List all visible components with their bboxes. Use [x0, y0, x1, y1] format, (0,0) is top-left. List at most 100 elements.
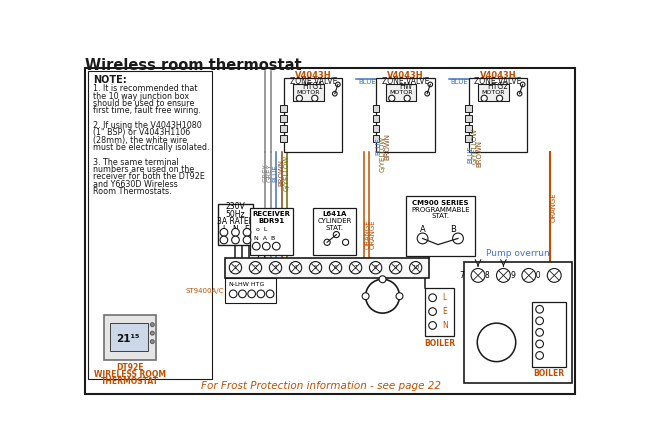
Text: 1. It is recommended that: 1. It is recommended that	[93, 84, 197, 93]
Text: ORANGE: ORANGE	[364, 220, 370, 249]
Text: 1: 1	[233, 265, 237, 270]
Circle shape	[257, 290, 264, 298]
Text: must be electrically isolated.: must be electrically isolated.	[93, 143, 210, 152]
Circle shape	[232, 228, 239, 236]
Bar	[386, 84, 417, 101]
Circle shape	[333, 232, 339, 238]
Text: 50Hz: 50Hz	[226, 210, 245, 219]
Circle shape	[330, 261, 342, 274]
Circle shape	[536, 340, 544, 348]
Bar	[280, 125, 287, 132]
Circle shape	[425, 91, 430, 96]
Text: B: B	[450, 225, 456, 234]
Text: PUMP: PUMP	[487, 344, 506, 350]
Text: BLUE: BLUE	[375, 137, 381, 155]
Bar	[373, 105, 379, 112]
Text: GREY: GREY	[263, 164, 268, 182]
Text: the 10 way junction box: the 10 way junction box	[93, 92, 189, 101]
Text: 2: 2	[253, 265, 257, 270]
Bar	[280, 105, 287, 112]
Circle shape	[389, 95, 395, 101]
Text: THERMOSTAT: THERMOSTAT	[101, 377, 159, 386]
Text: E: E	[548, 339, 552, 348]
Text: ZONE VALVE: ZONE VALVE	[290, 77, 337, 86]
Text: HTG1: HTG1	[303, 82, 324, 91]
Circle shape	[220, 228, 228, 236]
Text: N-L: N-L	[228, 282, 239, 287]
Text: HW HTG: HW HTG	[237, 282, 264, 287]
Circle shape	[350, 261, 362, 274]
Text: ST9400A/C: ST9400A/C	[186, 288, 224, 294]
Bar	[465, 105, 472, 112]
Text: N  E  L: N E L	[372, 290, 394, 296]
Text: 10: 10	[412, 265, 419, 270]
Circle shape	[428, 82, 433, 87]
Circle shape	[517, 91, 522, 96]
Text: A: A	[420, 225, 426, 234]
Text: STAT.: STAT.	[326, 224, 344, 231]
Circle shape	[417, 233, 428, 244]
Circle shape	[243, 228, 251, 236]
Circle shape	[150, 331, 154, 335]
Circle shape	[248, 290, 255, 298]
Circle shape	[250, 261, 262, 274]
Text: 6: 6	[334, 265, 337, 270]
Text: RECEIVER: RECEIVER	[253, 211, 291, 218]
Text: Room Thermostats.: Room Thermostats.	[93, 187, 172, 196]
Circle shape	[429, 308, 437, 316]
Text: N  A  B: N A B	[254, 236, 275, 241]
Bar	[425, 288, 454, 336]
Text: L: L	[548, 328, 551, 337]
Text: (28mm), the white wire: (28mm), the white wire	[93, 135, 187, 145]
Text: L: L	[442, 293, 446, 302]
Circle shape	[332, 91, 337, 96]
Bar	[313, 208, 356, 255]
Bar	[284, 78, 342, 152]
Text: V4043H: V4043H	[480, 71, 517, 80]
Text: ZONE VALVE: ZONE VALVE	[474, 77, 522, 86]
Text: V4043H: V4043H	[295, 71, 332, 80]
Circle shape	[521, 82, 525, 87]
Circle shape	[429, 321, 437, 329]
Text: HTG2: HTG2	[488, 82, 508, 91]
Text: For Frost Protection information - see page 22: For Frost Protection information - see p…	[201, 381, 441, 391]
Text: N: N	[548, 351, 553, 360]
Text: 9: 9	[510, 271, 515, 280]
Text: numbers are used on the: numbers are used on the	[93, 165, 194, 174]
Bar	[373, 125, 379, 132]
Text: CM900 SERIES: CM900 SERIES	[412, 200, 468, 206]
Circle shape	[239, 290, 246, 298]
Text: 21¹⁵: 21¹⁵	[116, 334, 139, 344]
Circle shape	[230, 261, 242, 274]
Text: 3. The same terminal: 3. The same terminal	[93, 158, 179, 167]
Circle shape	[270, 261, 282, 274]
Circle shape	[342, 239, 349, 245]
Text: 2. If using the V4043H1080: 2. If using the V4043H1080	[93, 121, 202, 130]
Text: E: E	[244, 225, 250, 234]
Text: 9: 9	[394, 265, 397, 270]
Text: BROWN: BROWN	[477, 140, 482, 167]
Text: N: N	[233, 225, 239, 234]
Circle shape	[497, 269, 510, 283]
Circle shape	[548, 269, 561, 283]
Circle shape	[390, 261, 402, 274]
Text: 230V: 230V	[226, 202, 245, 211]
Circle shape	[310, 261, 322, 274]
Bar	[532, 302, 566, 367]
Text: 3: 3	[273, 265, 277, 270]
Circle shape	[335, 82, 340, 87]
Text: first time, fault free wiring.: first time, fault free wiring.	[93, 106, 201, 115]
Circle shape	[150, 323, 154, 327]
Text: N: N	[442, 321, 448, 330]
Text: N  E  L: N E L	[485, 336, 508, 342]
Text: PUMP: PUMP	[373, 299, 392, 304]
Text: and Y6630D Wireless: and Y6630D Wireless	[93, 180, 178, 189]
Circle shape	[366, 279, 399, 313]
Bar	[226, 257, 429, 278]
Bar	[250, 208, 293, 255]
Text: BROWN: BROWN	[384, 133, 390, 160]
Circle shape	[232, 236, 239, 244]
Text: 10: 10	[531, 271, 541, 280]
Text: BLUE: BLUE	[272, 164, 279, 182]
Bar	[465, 125, 472, 132]
